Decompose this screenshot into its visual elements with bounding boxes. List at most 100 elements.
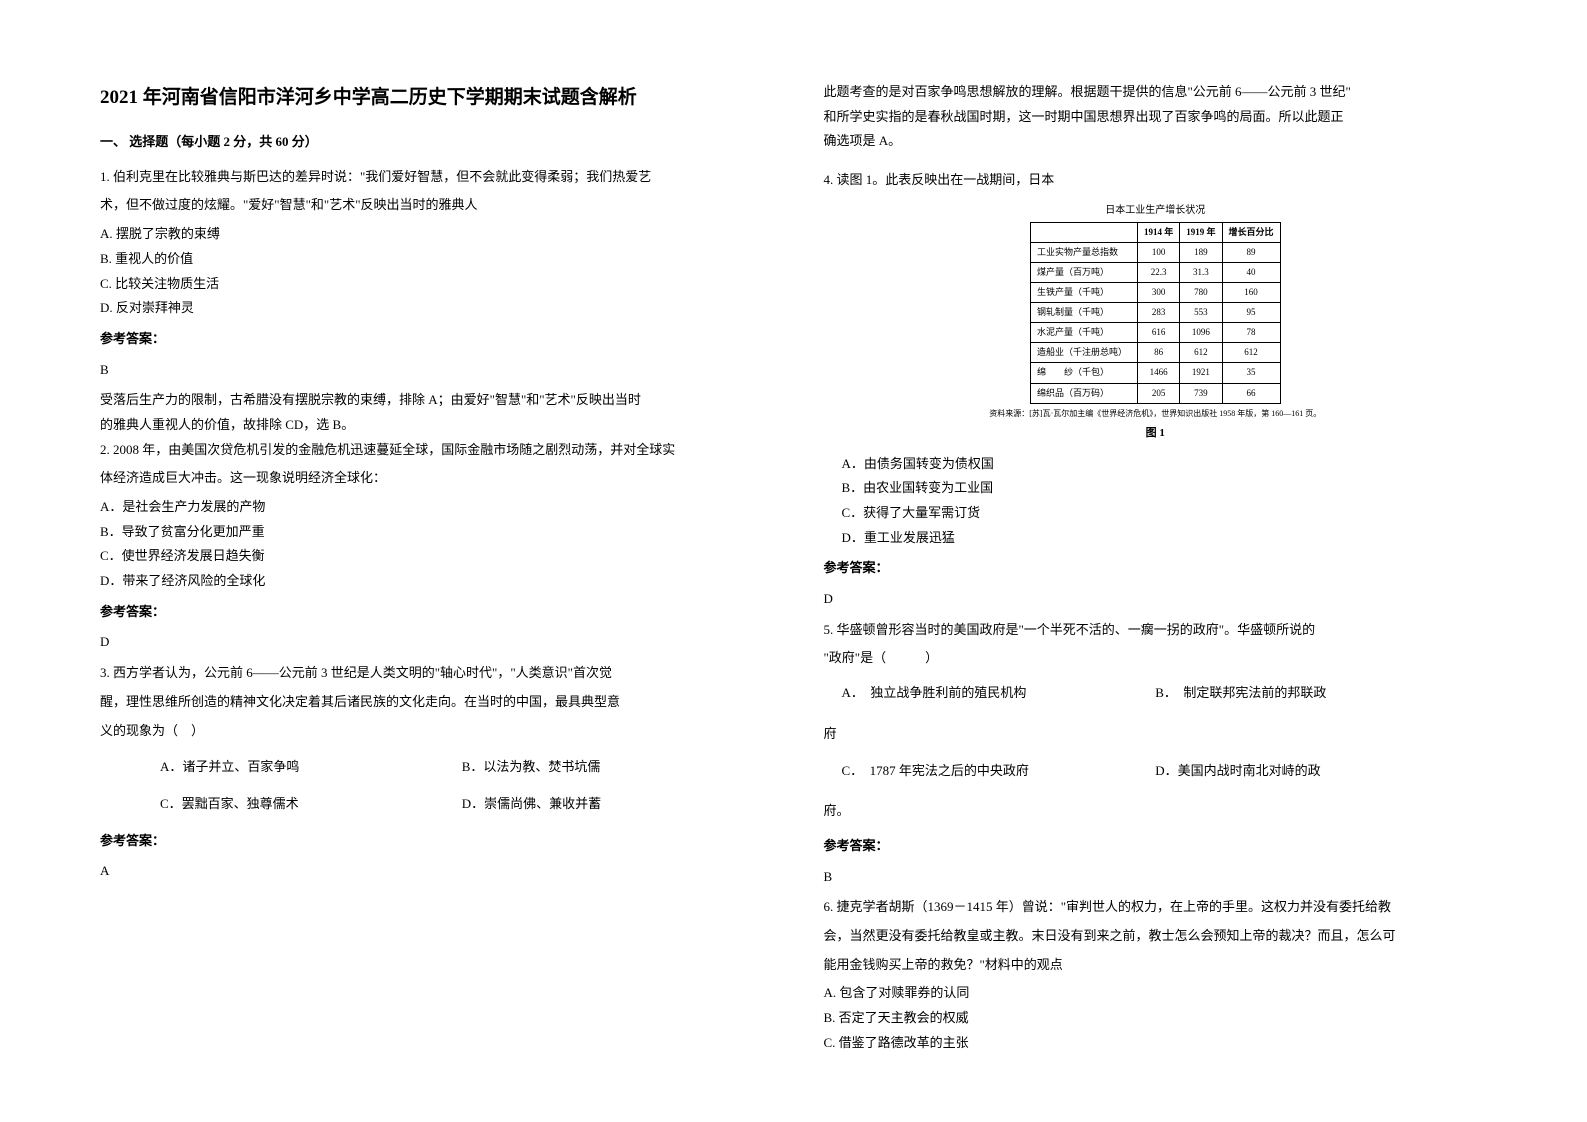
- table-cell: 40: [1222, 262, 1280, 282]
- q1-option-d: D. 反对崇拜神灵: [100, 296, 764, 321]
- q3-options-row-2: C．罢黜百家、独尊儒术 D．崇儒尚佛、兼收并蓄: [100, 792, 764, 817]
- table-row: 煤产量（百万吨）22.331.340: [1030, 262, 1280, 282]
- table-header: 增长百分比: [1222, 222, 1280, 242]
- table-cell: 300: [1137, 283, 1179, 303]
- q2-option-b: B．导致了贫富分化更加严重: [100, 520, 764, 545]
- q2-stem-1: 2. 2008 年，由美国次贷危机引发的金融危机迅速蔓延全球，国际金融市场随之剧…: [100, 438, 764, 463]
- q6-option-c: C. 借鉴了路德改革的主张: [824, 1031, 1488, 1056]
- table-cell: 616: [1137, 323, 1179, 343]
- table-cell: 35: [1222, 363, 1280, 383]
- q3-stem-2: 醒，理性思维所创造的精神文化决定着其后诸民族的文化走向。在当时的中国，最具典型意: [100, 690, 764, 715]
- table-row: 绵 纱（千包）1466192135: [1030, 363, 1280, 383]
- q3-answer: A: [100, 859, 764, 884]
- q6-option-b: B. 否定了天主教会的权威: [824, 1006, 1488, 1031]
- q4-table-note: 资料来源：[苏]瓦·瓦尔加主编《世界经济危机》，世界知识出版社 1958 年版，…: [824, 406, 1488, 421]
- exam-page: 2021 年河南省信阳市洋河乡中学高二历史下学期期末试题含解析 一、 选择题（每…: [0, 0, 1587, 1095]
- right-column: 此题考查的是对百家争鸣思想解放的理解。根据题干提供的信息"公元前 6——公元前 …: [824, 80, 1488, 1055]
- q2-answer: D: [100, 630, 764, 655]
- table-cell: 绵织品（百万码）: [1030, 383, 1137, 403]
- q3-option-b: B．以法为教、焚书坑儒: [462, 755, 764, 780]
- q5-option-a: A． 独立战争胜利前的殖民机构: [824, 681, 1156, 706]
- q4-option-a: A．由债务国转变为债权国: [824, 452, 1488, 477]
- table-cell: 780: [1180, 283, 1222, 303]
- q4-option-b: B．由农业国转变为工业国: [824, 476, 1488, 501]
- q6-stem-1: 6. 捷克学者胡斯（1369－1415 年）曾说："审判世人的权力，在上帝的手里…: [824, 895, 1488, 920]
- table-row: 工业实物产量总指数10018989: [1030, 242, 1280, 262]
- q5-option-b-cont: 府: [824, 722, 1488, 747]
- table-cell: 160: [1222, 283, 1280, 303]
- q2-option-a: A．是社会生产力发展的产物: [100, 495, 764, 520]
- q3-stem-1: 3. 西方学者认为，公元前 6——公元前 3 世纪是人类文明的"轴心时代"，"人…: [100, 661, 764, 686]
- q1-answer: B: [100, 358, 764, 383]
- q2-stem-2: 体经济造成巨大冲击。这一现象说明经济全球化：: [100, 466, 764, 491]
- q2-option-c: C．使世界经济发展日趋失衡: [100, 544, 764, 569]
- q3-option-d: D．崇儒尚佛、兼收并蓄: [462, 792, 764, 817]
- q4-table-caption: 日本工业生产增长状况: [824, 201, 1488, 220]
- table-cell: 绵 纱（千包）: [1030, 363, 1137, 383]
- table-cell: 生铁产量（千吨）: [1030, 283, 1137, 303]
- table-cell: 66: [1222, 383, 1280, 403]
- q3-answer-label: 参考答案：: [100, 829, 764, 854]
- q5-answer-label: 参考答案：: [824, 834, 1488, 859]
- q1-explanation-1: 受落后生产力的限制，古希腊没有摆脱宗教的束缚，排除 A；由爱好"智慧"和"艺术"…: [100, 388, 764, 413]
- q6-stem-2: 会，当然更没有委托给教皇或主教。末日没有到来之前，教士怎么会预知上帝的裁决？而且…: [824, 924, 1488, 949]
- table-cell: 水泥产量（千吨）: [1030, 323, 1137, 343]
- q4-stem: 4. 读图 1。此表反映出在一战期间，日本: [824, 168, 1488, 193]
- q4-answer-label: 参考答案：: [824, 556, 1488, 581]
- q4-answer: D: [824, 587, 1488, 612]
- q5-option-c: C． 1787 年宪法之后的中央政府: [824, 759, 1156, 784]
- table-cell: 189: [1180, 242, 1222, 262]
- table-row: 水泥产量（千吨）616109678: [1030, 323, 1280, 343]
- q3-explanation-2: 和所学史实指的是春秋战国时期，这一时期中国思想界出现了百家争鸣的局面。所以此题正: [824, 105, 1488, 130]
- q3-explanation-3: 确选项是 A。: [824, 129, 1488, 154]
- table-cell: 86: [1137, 343, 1179, 363]
- q4-figure-label: 图 1: [824, 423, 1488, 444]
- table-header: [1030, 222, 1137, 242]
- q5-stem-1: 5. 华盛顿曾形容当时的美国政府是"一个半死不活的、一瘸一拐的政府"。华盛顿所说…: [824, 618, 1488, 643]
- table-cell: 283: [1137, 303, 1179, 323]
- q2-option-d: D．带来了经济风险的全球化: [100, 569, 764, 594]
- q1-option-c: C. 比较关注物质生活: [100, 272, 764, 297]
- table-header: 1919 年: [1180, 222, 1222, 242]
- q6-stem-3: 能用金钱购买上帝的救免？"材料中的观点: [824, 953, 1488, 978]
- table-row: 生铁产量（千吨）300780160: [1030, 283, 1280, 303]
- q6-option-a: A. 包含了对赎罪券的认同: [824, 981, 1488, 1006]
- table-cell: 造船业（千注册总吨）: [1030, 343, 1137, 363]
- section-1-header: 一、 选择题（每小题 2 分，共 60 分）: [100, 130, 764, 155]
- table-cell: 553: [1180, 303, 1222, 323]
- table-cell: 612: [1222, 343, 1280, 363]
- q3-option-a: A．诸子并立、百家争鸣: [160, 755, 462, 780]
- table-cell: 1096: [1180, 323, 1222, 343]
- q5-option-d-cont: 府。: [824, 799, 1488, 824]
- q1-stem-2: 术，但不做过度的炫耀。"爱好"智慧"和"艺术"反映出当时的雅典人: [100, 193, 764, 218]
- exam-title: 2021 年河南省信阳市洋河乡中学高二历史下学期期末试题含解析: [100, 80, 764, 116]
- q4-table-wrap: 日本工业生产增长状况 1914 年1919 年增长百分比 工业实物产量总指数10…: [824, 201, 1488, 444]
- table-cell: 钢轧制量（千吨）: [1030, 303, 1137, 323]
- q1-stem-1: 1. 伯利克里在比较雅典与斯巴达的差异时说："我们爱好智慧，但不会就此变得柔弱；…: [100, 165, 764, 190]
- q5-options: A． 独立战争胜利前的殖民机构 B． 制定联邦宪法前的邦联政 府 C． 1787…: [824, 681, 1488, 824]
- table-cell: 89: [1222, 242, 1280, 262]
- table-header: 1914 年: [1137, 222, 1179, 242]
- q4-option-c: C．获得了大量军需订货: [824, 501, 1488, 526]
- q2-answer-label: 参考答案：: [100, 600, 764, 625]
- table-cell: 1466: [1137, 363, 1179, 383]
- q5-answer: B: [824, 865, 1488, 890]
- q3-option-c: C．罢黜百家、独尊儒术: [160, 792, 462, 817]
- table-cell: 31.3: [1180, 262, 1222, 282]
- left-column: 2021 年河南省信阳市洋河乡中学高二历史下学期期末试题含解析 一、 选择题（每…: [100, 80, 764, 1055]
- q4-data-table: 1914 年1919 年增长百分比 工业实物产量总指数10018989煤产量（百…: [1030, 222, 1281, 404]
- table-cell: 100: [1137, 242, 1179, 262]
- table-cell: 78: [1222, 323, 1280, 343]
- q5-option-d: D．美国内战时南北对峙的政: [1155, 759, 1487, 784]
- table-cell: 205: [1137, 383, 1179, 403]
- table-row: 钢轧制量（千吨）28355395: [1030, 303, 1280, 323]
- q1-option-a: A. 摆脱了宗教的束缚: [100, 222, 764, 247]
- q4-option-d: D．重工业发展迅猛: [824, 526, 1488, 551]
- table-cell: 95: [1222, 303, 1280, 323]
- q5-option-b: B． 制定联邦宪法前的邦联政: [1155, 681, 1487, 706]
- table-cell: 739: [1180, 383, 1222, 403]
- q3-stem-3: 义的现象为（ ）: [100, 719, 764, 744]
- q5-stem-2: "政府"是（ ）: [824, 646, 1488, 671]
- table-row: 绵织品（百万码）20573966: [1030, 383, 1280, 403]
- q1-answer-label: 参考答案：: [100, 327, 764, 352]
